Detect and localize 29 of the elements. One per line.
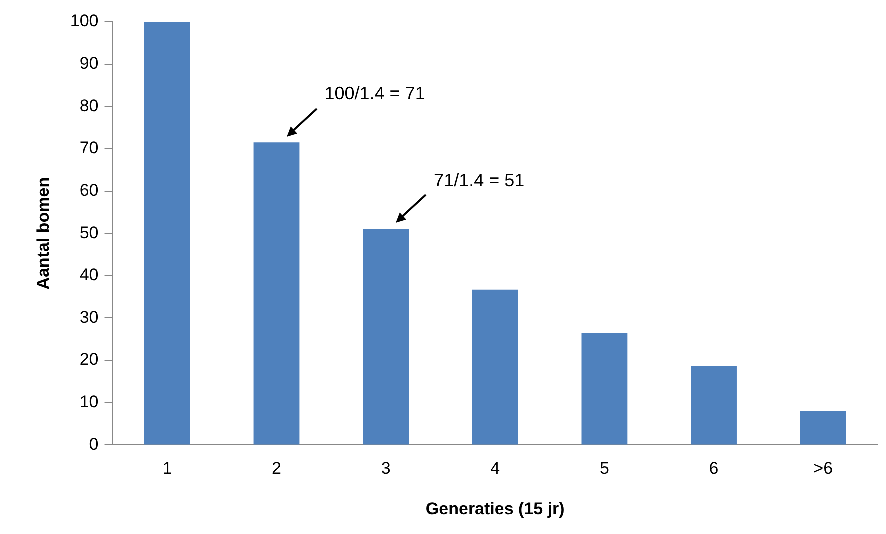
y-tick-label: 20 [80,350,99,370]
x-tick-label: 2 [272,459,282,478]
bar [472,290,518,445]
y-tick-label: 80 [80,96,99,116]
bar [144,22,190,445]
x-tick-label: 5 [600,459,610,478]
x-tick-label: 1 [162,459,172,478]
bar [691,366,737,445]
annotation: 71/1.4 = 51 [434,170,525,190]
y-tick-label: 30 [80,308,99,327]
bar [800,411,846,445]
y-tick-label: 90 [80,54,99,74]
x-axis-title: Generaties (15 jr) [426,499,565,518]
y-tick-label: 60 [80,180,99,200]
bar [254,142,300,445]
x-tick-label: 6 [709,459,719,478]
y-tick-label: 40 [80,266,99,285]
bar [582,333,628,445]
y-tick-label: 100 [70,12,99,31]
bar [363,229,410,445]
y-tick-label: 10 [80,392,99,412]
x-tick-label: >6 [814,459,834,478]
y-axis-title: Aantal bomen [34,177,53,290]
x-tick-label: 4 [490,459,500,478]
x-tick-label: 3 [381,459,391,478]
annotation: 100/1.4 = 71 [324,84,426,104]
y-tick-label: 0 [89,434,99,454]
y-tick-label: 70 [80,138,99,158]
y-tick-label: 50 [80,223,99,242]
